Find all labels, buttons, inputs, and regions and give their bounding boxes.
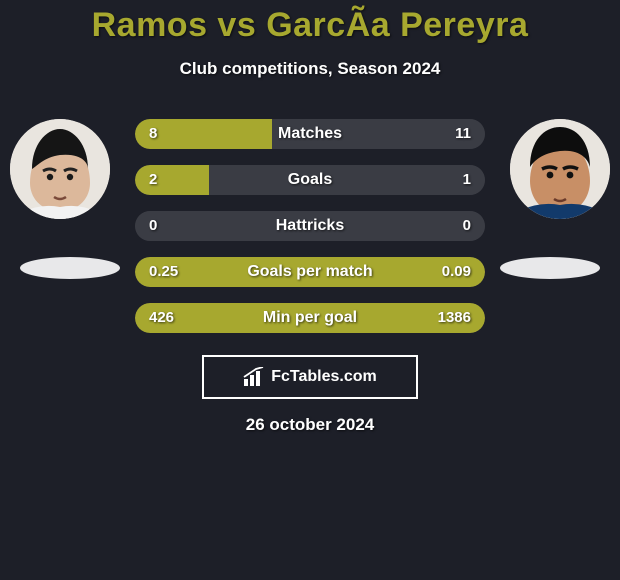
stat-fill-right [135,211,485,241]
stat-row: 00Hattricks [135,211,485,241]
page-title: Ramos vs GarcÃ­a Pereyra [0,6,620,45]
player-left-shadow [20,257,120,279]
player-left-avatar [10,119,110,219]
comparison-stage: 811Matches 21Goals 00Hattricks 0.250.09Goal… [0,119,620,333]
stat-row: 4261386Min per goal [135,303,485,333]
source-logo-text: FcTables.com [271,368,377,386]
stat-fill-left [135,165,209,195]
comparison-card: Ramos vs GarcÃ­a Pereyra Club competitio… [0,0,620,435]
stat-fill-left [135,119,272,149]
stat-fill-right [209,165,486,195]
stat-bars: 811Matches 21Goals 00Hattricks 0.250.09Goal… [135,119,485,333]
player-right-shadow [500,257,600,279]
bar-chart-icon [243,367,267,387]
stat-row: 21Goals [135,165,485,195]
stat-fill-right [272,119,486,149]
stat-row: 0.250.09Goals per match [135,257,485,287]
player-right-avatar [510,119,610,219]
date-text: 26 october 2024 [0,415,620,435]
subtitle: Club competitions, Season 2024 [0,59,620,79]
stat-row: 811Matches [135,119,485,149]
stat-fill-left [135,257,485,287]
source-logo: FcTables.com [202,355,418,399]
stat-fill-left [135,303,485,333]
